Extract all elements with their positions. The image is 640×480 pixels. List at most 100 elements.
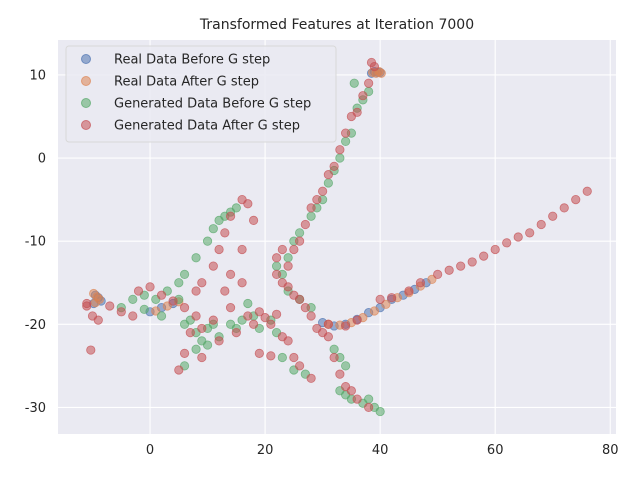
data-point bbox=[444, 265, 454, 275]
data-point bbox=[456, 261, 466, 271]
data-point bbox=[387, 293, 397, 303]
data-point bbox=[323, 319, 333, 329]
data-point bbox=[283, 261, 293, 271]
data-point bbox=[105, 301, 115, 311]
data-point bbox=[86, 345, 96, 355]
data-point bbox=[174, 365, 184, 375]
y-tick-label: 10 bbox=[29, 68, 46, 83]
data-point bbox=[260, 313, 270, 323]
data-point bbox=[433, 269, 443, 280]
data-point bbox=[237, 278, 247, 288]
x-tick-label: 80 bbox=[602, 443, 619, 458]
data-point bbox=[162, 301, 172, 311]
data-point bbox=[358, 91, 368, 101]
data-point bbox=[404, 286, 414, 296]
data-point bbox=[364, 78, 374, 88]
data-point bbox=[231, 327, 241, 338]
data-point bbox=[295, 294, 305, 304]
data-point bbox=[346, 386, 356, 396]
data-point bbox=[248, 215, 259, 225]
data-point bbox=[306, 211, 316, 221]
data-point bbox=[582, 186, 592, 196]
x-tick-labels: 0 20 40 60 80 bbox=[146, 443, 619, 458]
data-point bbox=[295, 228, 305, 238]
data-point bbox=[254, 307, 264, 317]
data-point bbox=[185, 327, 195, 338]
legend-label: Real Data Before G step bbox=[114, 53, 270, 68]
data-point bbox=[323, 170, 333, 180]
data-point bbox=[225, 303, 236, 313]
data-point bbox=[208, 315, 218, 325]
data-point bbox=[352, 315, 362, 325]
data-point bbox=[243, 311, 253, 321]
legend-label: Generated Data After G step bbox=[114, 119, 300, 134]
data-point bbox=[479, 251, 489, 261]
data-point bbox=[381, 299, 391, 309]
grid-lines bbox=[58, 40, 616, 434]
data-point bbox=[513, 232, 523, 242]
data-point bbox=[168, 296, 178, 306]
data-point bbox=[335, 369, 345, 379]
data-point bbox=[156, 290, 167, 300]
y-tick-label: -20 bbox=[25, 318, 46, 333]
data-point bbox=[266, 319, 276, 329]
data-point bbox=[271, 269, 282, 280]
data-point bbox=[139, 304, 149, 314]
data-point bbox=[375, 294, 385, 304]
data-point bbox=[312, 194, 322, 205]
data-point bbox=[237, 244, 247, 255]
data-point bbox=[151, 306, 161, 316]
legend-marker bbox=[81, 98, 91, 108]
data-point bbox=[220, 286, 230, 296]
data-point bbox=[559, 203, 569, 213]
data-point bbox=[116, 307, 126, 317]
data-point bbox=[306, 373, 316, 383]
data-point bbox=[202, 236, 213, 246]
data-point bbox=[352, 394, 362, 404]
data-point bbox=[548, 211, 558, 221]
data-point bbox=[243, 298, 253, 309]
data-point bbox=[225, 211, 236, 221]
data-point bbox=[502, 238, 512, 248]
data-point bbox=[525, 228, 535, 238]
data-point bbox=[375, 406, 385, 417]
data-point bbox=[277, 244, 287, 255]
data-point bbox=[214, 336, 224, 346]
data-point bbox=[248, 319, 259, 329]
data-point bbox=[197, 323, 207, 334]
data-point bbox=[376, 68, 386, 78]
data-point bbox=[283, 253, 293, 263]
data-point bbox=[254, 348, 264, 358]
data-point bbox=[179, 348, 190, 358]
data-point bbox=[329, 344, 339, 354]
data-point bbox=[191, 344, 201, 354]
data-point bbox=[197, 352, 207, 363]
data-point bbox=[231, 203, 241, 213]
data-point bbox=[323, 332, 333, 342]
y-tick-label: -10 bbox=[25, 235, 46, 250]
legend: Real Data Before G step Real Data After G… bbox=[65, 45, 337, 143]
data-point bbox=[174, 278, 184, 288]
data-point bbox=[191, 286, 201, 296]
data-point bbox=[289, 352, 299, 363]
data-point bbox=[329, 352, 339, 363]
data-point bbox=[82, 298, 92, 309]
data-point bbox=[571, 194, 581, 205]
data-point bbox=[369, 61, 379, 72]
data-point bbox=[300, 303, 310, 313]
data-point bbox=[369, 306, 379, 316]
data-point bbox=[191, 253, 201, 263]
data-point bbox=[220, 228, 230, 238]
data-point bbox=[341, 128, 351, 138]
data-point bbox=[341, 321, 351, 331]
y-tick-label: -30 bbox=[25, 401, 46, 416]
data-point bbox=[295, 236, 305, 246]
legend-label: Real Data After G step bbox=[114, 75, 259, 90]
data-point bbox=[133, 286, 144, 296]
data-point bbox=[306, 203, 316, 213]
data-point bbox=[300, 219, 310, 230]
data-point bbox=[277, 352, 287, 363]
x-tick-label: 20 bbox=[257, 443, 274, 458]
data-point bbox=[202, 340, 213, 350]
